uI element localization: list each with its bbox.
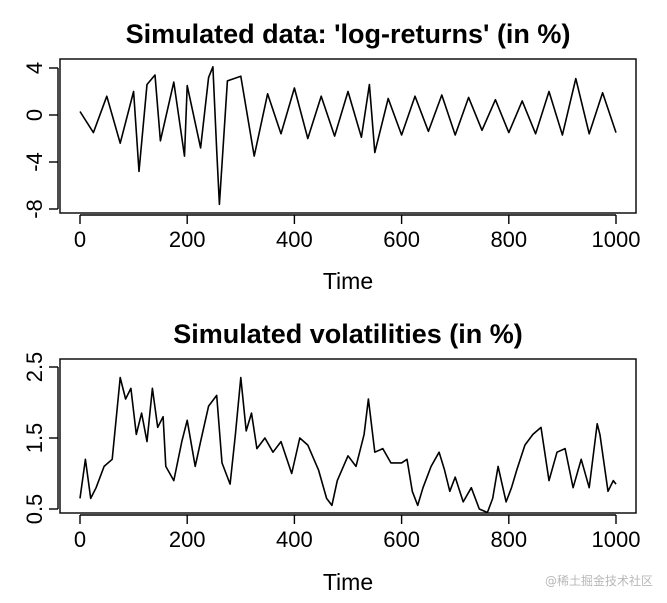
- x-axis-label-volatilities: Time: [323, 569, 373, 595]
- watermark-text: @稀土掘金技术社区: [544, 574, 653, 588]
- x-tick-label: 0: [74, 527, 86, 552]
- x-tick-label: 200: [169, 227, 206, 252]
- y-tick-label: 0: [22, 109, 47, 121]
- x-tick-label: 600: [383, 527, 420, 552]
- x-tick-label: 1000: [592, 227, 641, 252]
- x-axis-label-returns: Time: [323, 268, 373, 294]
- series-line-volatilities: [79, 376, 617, 514]
- x-tick-label: 600: [383, 227, 420, 252]
- x-tick-label: 400: [276, 527, 313, 552]
- chart-panel-returns: Simulated data: 'log-returns' (in %) 0 20…: [22, 19, 640, 294]
- y-tick-label: -8: [22, 199, 47, 219]
- chart-panel-volatilities: Simulated volatilities (in %) 0 200 400 600…: [22, 319, 640, 595]
- y-tick-label: 2.5: [22, 352, 47, 383]
- x-axis-volatilities: 0 200 400 600 800 1000: [74, 514, 641, 552]
- x-tick-label: 0: [74, 227, 86, 252]
- y-axis-volatilities: 0.5 1.5 2.5: [22, 352, 59, 525]
- x-tick-label: 800: [490, 527, 527, 552]
- series-line-log-returns: [79, 66, 617, 206]
- y-axis-returns: -8 -4 0 4: [22, 62, 59, 219]
- chart-title-volatilities: Simulated volatilities (in %): [173, 319, 523, 349]
- x-tick-label: 800: [490, 227, 527, 252]
- x-tick-label: 1000: [592, 527, 641, 552]
- plot-frame-volatilities: [59, 358, 637, 514]
- x-tick-label: 200: [169, 527, 206, 552]
- x-tick-label: 400: [276, 227, 313, 252]
- chart-title-returns: Simulated data: 'log-returns' (in %): [126, 19, 571, 49]
- y-tick-label: -4: [22, 152, 47, 172]
- x-axis-returns: 0 200 400 600 800 1000: [74, 214, 641, 252]
- plot-frame-returns: [59, 58, 637, 214]
- y-tick-label: 1.5: [22, 423, 47, 454]
- y-tick-label: 0.5: [22, 494, 47, 525]
- y-tick-label: 4: [22, 62, 47, 74]
